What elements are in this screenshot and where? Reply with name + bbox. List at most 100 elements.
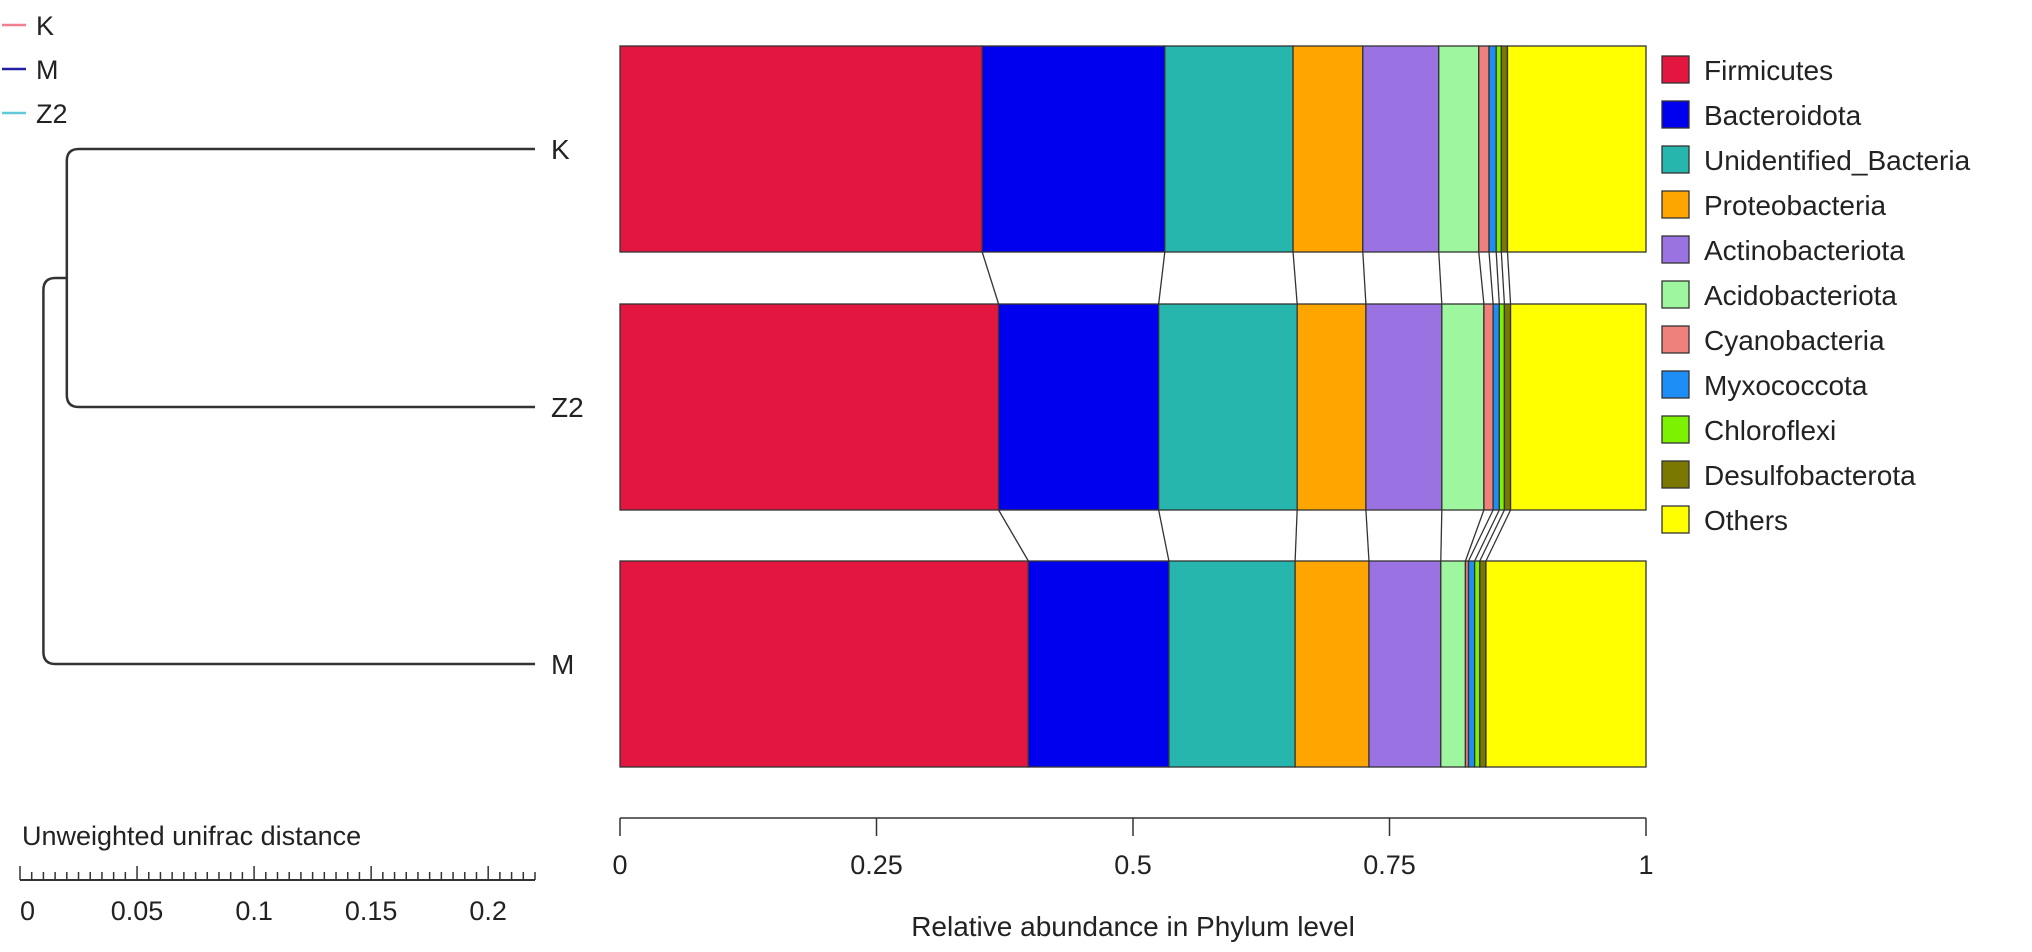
bar-z2-others — [1509, 303, 1647, 511]
bar-z2-unidentified-bacteria — [1158, 303, 1298, 511]
bar-m-actinobacteriota — [1368, 560, 1442, 768]
group-legend-label-k: K — [36, 11, 54, 41]
dendrogram: K Z2 M — [42, 134, 584, 680]
bar-m-others — [1485, 560, 1647, 768]
connector-line — [1506, 251, 1512, 305]
dendrogram-scale-label: 0.2 — [469, 896, 507, 926]
connector-line — [981, 251, 1000, 305]
legend-label-unidentified-bacteria: Unidentified_Bacteria — [1704, 145, 1971, 176]
bar-k-firmicutes — [619, 45, 983, 253]
connector-line — [1478, 251, 1485, 305]
legend-label-desulfobacterota: Desulfobacterota — [1704, 460, 1916, 491]
dendrogram-scale-label: 0.05 — [111, 896, 164, 926]
bar-z2-bacteroidota — [997, 303, 1160, 511]
bar-connectors — [981, 251, 1512, 562]
connector-line — [1438, 251, 1443, 305]
legend-swatch-actinobacteriota — [1661, 235, 1690, 264]
bar-z2-actinobacteriota — [1365, 303, 1443, 511]
phylum-legend: Firmicutes Bacteroidota Unidentified_Bacte… — [1661, 55, 1971, 536]
dendrogram-leaf-m: M — [551, 649, 574, 680]
bar-k-desulfobacterota — [1500, 45, 1509, 253]
x-tick-label: 0 — [612, 850, 627, 880]
legend-swatch-unidentified-bacteria — [1661, 145, 1690, 174]
legend-swatch-desulfobacterota — [1661, 460, 1690, 489]
bar-k-bacteroidota — [981, 45, 1166, 253]
dendrogram-branch — [65, 394, 535, 409]
x-tick-label: 0.25 — [850, 850, 903, 880]
connector-line — [1474, 509, 1500, 562]
bar-m-firmicutes — [619, 560, 1029, 768]
dendrogram-branch — [42, 276, 67, 291]
bar-m-myxococcota — [1467, 560, 1476, 768]
legend-label-bacteroidota: Bacteroidota — [1704, 100, 1862, 131]
x-tick-label: 0.5 — [1114, 850, 1152, 880]
legend-swatch-firmicutes — [1661, 55, 1690, 84]
connector-line — [1464, 509, 1485, 562]
bar-z2-desulfobacterota — [1503, 303, 1512, 511]
bar-z2-proteobacteria — [1296, 303, 1367, 511]
group-legend-label-z2: Z2 — [36, 99, 68, 129]
connector-line — [1294, 509, 1298, 562]
bar-k-chloroflexi — [1495, 45, 1502, 253]
legend-label-myxococcota: Myxococcota — [1704, 370, 1868, 401]
group-legend: KM Z2 — [2, 11, 68, 129]
bar-m-bacteroidota — [1027, 560, 1170, 768]
group-legend-label-m: M — [36, 55, 59, 85]
connector-line — [1479, 509, 1505, 562]
legend-label-proteobacteria: Proteobacteria — [1704, 190, 1887, 221]
bar-k-unidentified-bacteria — [1164, 45, 1294, 253]
dendrogram-scale-label: 0.15 — [345, 896, 398, 926]
legend-swatch-myxococcota — [1661, 370, 1690, 399]
dendrogram-branch — [65, 147, 535, 162]
bar-m-chloroflexi — [1474, 560, 1481, 768]
legend-label-cyanobacteria: Cyanobacteria — [1704, 325, 1885, 356]
legend-swatch-others — [1661, 505, 1690, 534]
stacked-bars — [619, 45, 1647, 768]
connector-line — [1292, 251, 1298, 305]
bar-m-desulfobacterota — [1479, 560, 1487, 768]
bar-z2-chloroflexi — [1498, 303, 1506, 511]
legend-label-others: Others — [1704, 505, 1788, 536]
connector-line — [1485, 509, 1512, 562]
connector-line — [1500, 251, 1506, 305]
connector-line — [998, 509, 1029, 562]
legend-swatch-chloroflexi — [1661, 415, 1690, 444]
legend-swatch-cyanobacteria — [1661, 325, 1690, 354]
bar-m-proteobacteria — [1294, 560, 1370, 768]
dendrogram-branch — [42, 651, 535, 666]
dendrogram-scale-label: 0 — [20, 896, 35, 926]
legend-label-firmicutes: Firmicutes — [1704, 55, 1833, 86]
x-tick-label: 0.75 — [1363, 850, 1416, 880]
connector-line — [1467, 509, 1494, 562]
legend-label-actinobacteriota: Actinobacteriota — [1704, 235, 1905, 266]
connector-line — [1495, 251, 1500, 305]
legend-label-acidobacteriota: Acidobacteriota — [1704, 280, 1897, 311]
bar-k-actinobacteriota — [1362, 45, 1440, 253]
x-axis: 0 0.25 0.5 0.75 1 Relative abundance in Phylu… — [612, 817, 1654, 942]
legend-swatch-proteobacteria — [1661, 190, 1690, 219]
dendrogram-scale-label: 0.1 — [235, 896, 273, 926]
bar-k-proteobacteria — [1292, 45, 1364, 253]
bar-m-unidentified-bacteria — [1168, 560, 1296, 768]
connector-line — [1365, 509, 1370, 562]
bar-k-myxococcota — [1488, 45, 1497, 253]
bar-k-others — [1506, 45, 1647, 253]
bar-z2-cyanobacteria — [1483, 303, 1494, 511]
dendrogram-scale-title: Unweighted unifrac distance — [22, 821, 361, 851]
connector-line — [1362, 251, 1367, 305]
x-axis-label: Relative abundance in Phylum level — [911, 911, 1355, 942]
connector-line — [1158, 509, 1170, 562]
connector-line — [1488, 251, 1494, 305]
x-tick-label: 1 — [1638, 850, 1653, 880]
bar-k-cyanobacteria — [1478, 45, 1490, 253]
bar-k-acidobacteriota — [1438, 45, 1480, 253]
legend-swatch-bacteroidota — [1661, 100, 1690, 129]
connector-line — [1440, 509, 1443, 562]
legend-swatch-acidobacteriota — [1661, 280, 1690, 309]
dendrogram-leaf-k: K — [551, 134, 570, 165]
bar-z2-acidobacteriota — [1441, 303, 1485, 511]
bar-z2-myxococcota — [1492, 303, 1500, 511]
dendrogram-scale: Unweighted unifrac distance 0 0.05 0.1 0.15 0… — [19, 821, 536, 926]
legend-label-chloroflexi: Chloroflexi — [1704, 415, 1836, 446]
